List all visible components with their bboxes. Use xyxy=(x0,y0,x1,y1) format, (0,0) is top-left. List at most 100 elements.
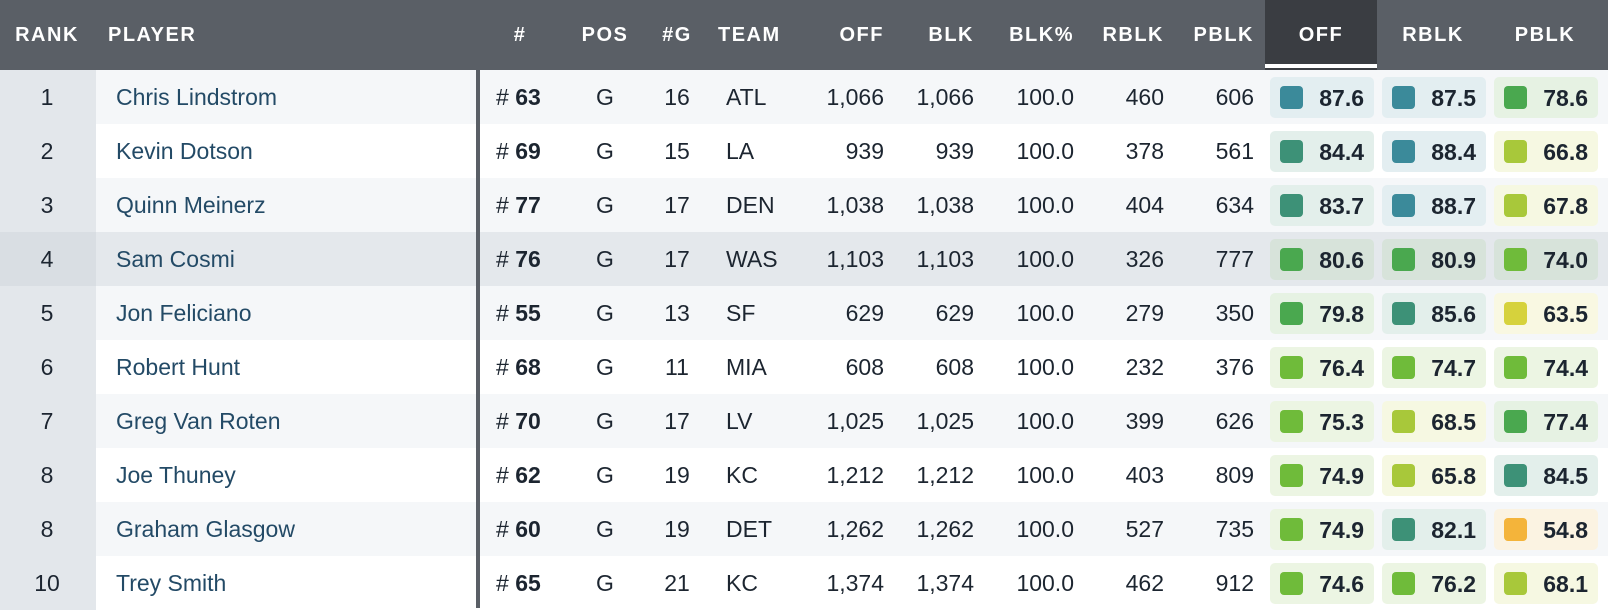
team-link[interactable]: LA xyxy=(726,138,755,164)
pblk-grade-badge: 54.8 xyxy=(1494,509,1598,550)
team-link[interactable]: SF xyxy=(726,300,756,326)
header-blk-snaps[interactable]: BLK xyxy=(928,24,974,46)
off-snaps-cell: 939 xyxy=(845,138,884,164)
games-cell: 16 xyxy=(664,84,690,110)
rblk-snaps-cell: 462 xyxy=(1125,570,1164,596)
player-name-link[interactable]: Kevin Dotson xyxy=(116,138,253,164)
team-link[interactable]: ATL xyxy=(726,84,767,110)
grade-color-swatch xyxy=(1504,194,1527,217)
grade-value: 79.8 xyxy=(1319,301,1364,327)
header-blk-pct[interactable]: BLK% xyxy=(1009,24,1074,46)
header-rank[interactable]: RANK xyxy=(15,24,79,46)
table-row[interactable]: 2 Kevin Dotson # 69 G 15 LA 939 939 100.0 378 561 8… xyxy=(0,124,1608,178)
grade-color-swatch xyxy=(1392,464,1415,487)
grade-value: 88.4 xyxy=(1431,139,1476,165)
rank-cell: 6 xyxy=(40,354,54,380)
blk-pct-cell: 100.0 xyxy=(1016,138,1074,164)
player-name-link[interactable]: Chris Lindstrom xyxy=(116,84,278,110)
blk-pct-cell: 100.0 xyxy=(1016,246,1074,272)
pblk-snaps-cell: 809 xyxy=(1215,462,1254,488)
off-grade-badge: 79.8 xyxy=(1270,293,1374,334)
blk-pct-cell: 100.0 xyxy=(1016,516,1074,542)
header-team[interactable]: TEAM xyxy=(718,24,781,46)
grade-value: 77.4 xyxy=(1543,409,1588,435)
pblk-snaps-cell: 561 xyxy=(1215,138,1254,164)
header-rblk-snaps[interactable]: RBLK xyxy=(1102,24,1164,46)
player-name-link[interactable]: Graham Glasgow xyxy=(116,516,295,542)
team-link[interactable]: DEN xyxy=(726,192,775,218)
table-row[interactable]: 8 Joe Thuney # 62 G 19 KC 1,212 1,212 100.0 403 80… xyxy=(0,448,1608,502)
team-link[interactable]: WAS xyxy=(726,246,778,272)
games-cell: 13 xyxy=(664,300,690,326)
games-cell: 19 xyxy=(664,462,690,488)
table-row[interactable]: 5 Jon Feliciano # 55 G 13 SF 629 629 100.0 279 350… xyxy=(0,286,1608,340)
player-name-link[interactable]: Jon Feliciano xyxy=(116,300,252,326)
grade-value: 74.0 xyxy=(1543,247,1588,273)
team-link[interactable]: LV xyxy=(726,408,753,434)
off-grade-badge: 75.3 xyxy=(1270,401,1374,442)
grade-value: 75.3 xyxy=(1319,409,1364,435)
team-link[interactable]: KC xyxy=(726,570,758,596)
games-cell: 17 xyxy=(664,246,690,272)
table-row[interactable]: 4 Sam Cosmi # 76 G 17 WAS 1,103 1,103 100.0 326 77… xyxy=(0,232,1608,286)
player-name-link[interactable]: Quinn Meinerz xyxy=(116,192,266,218)
blk-pct-cell: 100.0 xyxy=(1016,570,1074,596)
jersey-hash: # xyxy=(496,570,509,596)
off-grade-badge: 76.4 xyxy=(1270,347,1374,388)
jersey-digits: 55 xyxy=(515,300,541,326)
team-link[interactable]: DET xyxy=(726,516,772,542)
table-row[interactable]: 1 Chris Lindstrom # 63 G 16 ATL 1,066 1,066 100.… xyxy=(0,70,1608,124)
active-sort-column xyxy=(1265,0,1377,70)
header-position[interactable]: POS xyxy=(581,24,629,46)
jersey-hash: # xyxy=(496,300,509,326)
jersey-hash: # xyxy=(496,408,509,434)
header-player[interactable]: PLAYER xyxy=(108,24,197,46)
games-cell: 17 xyxy=(664,408,690,434)
header-rblk-grade[interactable]: RBLK xyxy=(1402,24,1464,46)
rblk-grade-badge: 82.1 xyxy=(1382,509,1486,550)
table-row[interactable]: 6 Robert Hunt # 68 G 11 MIA 608 608 100.0 232 376 7… xyxy=(0,340,1608,394)
grade-value: 84.5 xyxy=(1543,463,1588,489)
player-name-link[interactable]: Robert Hunt xyxy=(116,354,241,380)
rank-cell: 7 xyxy=(40,408,54,434)
jersey-hash: # xyxy=(496,462,509,488)
grade-color-swatch xyxy=(1280,248,1303,271)
player-name-link[interactable]: Sam Cosmi xyxy=(116,246,235,272)
rblk-snaps-cell: 404 xyxy=(1125,192,1164,218)
table-row[interactable]: 8 Graham Glasgow # 60 G 19 DET 1,262 1,262 100.0… xyxy=(0,502,1608,556)
header-pblk-snaps[interactable]: PBLK xyxy=(1193,24,1254,46)
header-off-grade[interactable]: OFF xyxy=(1298,24,1344,46)
jersey-number: # 65 xyxy=(496,556,556,610)
rank-cell: 4 xyxy=(40,246,54,272)
header-off-snaps[interactable]: OFF xyxy=(839,24,884,46)
grade-color-swatch xyxy=(1392,248,1415,271)
grade-color-swatch xyxy=(1280,464,1303,487)
blk-snaps-cell: 1,066 xyxy=(916,84,974,110)
off-grade-badge: 80.6 xyxy=(1270,239,1374,280)
team-link[interactable]: KC xyxy=(726,462,758,488)
player-name-link[interactable]: Greg Van Roten xyxy=(116,408,281,434)
grade-value: 76.4 xyxy=(1319,355,1364,381)
blk-snaps-cell: 1,212 xyxy=(916,462,974,488)
jersey-number: # 55 xyxy=(496,286,556,340)
player-name-link[interactable]: Joe Thuney xyxy=(116,462,236,488)
blk-snaps-cell: 1,025 xyxy=(916,408,974,434)
grade-value: 74.9 xyxy=(1319,517,1364,543)
header-pblk-grade[interactable]: PBLK xyxy=(1514,24,1576,46)
header-games[interactable]: #G xyxy=(662,24,692,46)
grade-value: 87.5 xyxy=(1431,85,1476,111)
player-name-link[interactable]: Trey Smith xyxy=(116,570,227,596)
rblk-snaps-cell: 527 xyxy=(1125,516,1164,542)
rblk-grade-badge: 76.2 xyxy=(1382,563,1486,604)
table-row[interactable]: 10 Trey Smith # 65 G 21 KC 1,374 1,374 100.0 462 9… xyxy=(0,556,1608,610)
header-jersey-number[interactable]: # xyxy=(513,24,527,46)
jersey-number: # 68 xyxy=(496,340,556,394)
jersey-number: # 70 xyxy=(496,394,556,448)
grade-value: 74.7 xyxy=(1431,355,1476,381)
rank-cell-bg xyxy=(0,502,96,556)
team-link[interactable]: MIA xyxy=(726,354,767,380)
rblk-grade-badge: 88.4 xyxy=(1382,131,1486,172)
table-row[interactable]: 7 Greg Van Roten # 70 G 17 LV 1,025 1,025 100.0 3… xyxy=(0,394,1608,448)
sort-underline xyxy=(1265,64,1377,68)
table-row[interactable]: 3 Quinn Meinerz # 77 G 17 DEN 1,038 1,038 100.0 4… xyxy=(0,178,1608,232)
